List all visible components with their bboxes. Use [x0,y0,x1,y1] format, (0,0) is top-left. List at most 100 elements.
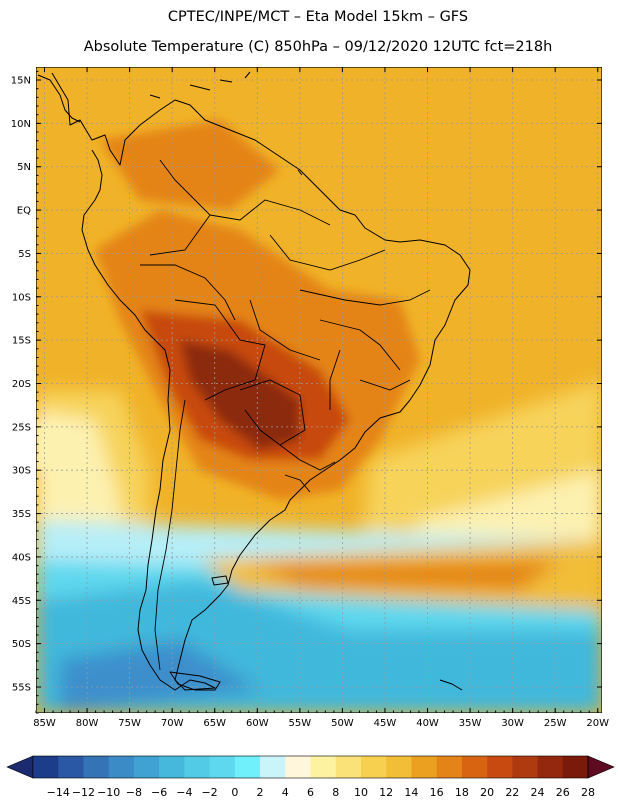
colorbar-swatch [512,756,538,778]
colorbar-swatch [209,756,236,778]
lat-tick-label: 35S [12,509,31,520]
colorbar-swatch [58,756,84,778]
lon-tick-label: 80W [76,718,99,729]
falkland-islands [211,575,229,586]
border-brazil-north [209,199,331,226]
map-panel [36,67,602,713]
lat-tick-label: 40S [12,552,31,563]
colorbar-swatch [335,756,362,778]
colorbar-label: 18 [455,786,469,799]
colorbar-swatch [260,756,286,778]
colorbar-label: 8 [332,786,339,799]
colorbar-label: 20 [480,786,494,799]
lon-tick-label: 40W [416,718,439,729]
lat-tick-label: 15N [11,76,31,87]
lon-tick-label: 45W [374,718,397,729]
longitude-ticks [35,67,599,713]
lon-tick-label: 20W [586,718,609,729]
colorbar-swatch [285,756,311,778]
colorbar-label: 14 [404,786,418,799]
colorbar-swatch [461,756,488,778]
brazil-states [249,234,431,410]
caribbean-islands [149,71,303,176]
colorbar-label: −8 [126,786,142,799]
field-coldest [60,640,260,713]
colorbar-label: −2 [201,786,217,799]
lat-tick-label: 15S [12,336,31,347]
south-georgia [439,679,463,691]
lon-tick-label: 75W [118,718,141,729]
lon-tick-label: 35W [459,718,482,729]
colorbar-label: 24 [531,786,545,799]
field-hot-north [100,120,280,210]
colorbar-label: 2 [257,786,264,799]
latitude-axis: 15N 10N 5N EQ 5S 10S 15S 20S 25S 30S 35S 40S 45S 50S 5… [11,76,31,694]
central-america-outline [37,74,81,123]
lat-tick-label: 10N [11,119,31,130]
title-line-2: Absolute Temperature (C) 850hPa – 09/12/… [84,39,553,55]
colorbar-swatch [159,756,185,778]
field-hot-tongue [250,560,560,590]
border-argentina-chile [154,399,186,671]
colorbar-swatch [386,756,412,778]
border-uruguay [284,474,311,493]
colorbar-swatch [360,756,387,778]
lon-tick-label: 25W [544,718,567,729]
colorbar-swatch [184,756,210,778]
colorbar-label: −4 [176,786,192,799]
temperature-field [36,120,602,713]
coastlines [37,71,471,691]
colorbar-swatch [537,756,564,778]
south-america-outline [51,72,471,691]
colorbar-swatch [33,756,59,778]
latitude-ticks [36,70,602,714]
colorbar-swatch [487,756,513,778]
lon-tick-label: 85W [33,718,56,729]
lat-tick-label: 25S [12,422,31,433]
colorbar-swatch [310,756,337,778]
colorbar-label: 4 [282,786,289,799]
lat-lon-grid [36,67,602,713]
border-colombia-venezuela [149,159,211,256]
colorbar-swatch [234,756,261,778]
colorbar-label: −12 [72,786,95,799]
lat-tick-label: 5S [18,249,31,260]
field-coastal-pale [36,420,80,470]
border-argentina-brazil [279,444,336,471]
longitude-axis: 85W 80W 75W 70W 65W 60W 55W 50W 45W 40W 35W 30W 25W 2… [33,718,609,729]
field-extreme [180,340,300,450]
lon-tick-label: 50W [331,718,354,729]
colorbar-swatch [562,756,589,778]
border-bolivia [174,299,266,401]
colorbar-cap-right [587,755,615,779]
colorbar-label: 6 [307,786,314,799]
colorbar-label: 22 [505,786,519,799]
colorbar-label: 12 [379,786,393,799]
lon-tick-label: 55W [289,718,312,729]
colorbar-label: −14 [47,786,70,799]
border-paraguay [239,379,306,446]
colorbar-label: 16 [430,786,444,799]
lon-tick-label: 65W [203,718,226,729]
lon-tick-label: 70W [161,718,184,729]
colorbar-swatch [83,756,109,778]
temperature-colorbar: −14 −12 −10 −8 −6 −4 −2 0 2 4 6 8 10 12 14 16 18 20 22 24 26… [6,755,615,799]
country-borders [140,159,431,671]
colorbar-frame [32,755,589,779]
lat-tick-label: 5N [17,162,31,173]
colorbar-label: 0 [231,786,238,799]
colorbar-swatch [133,756,160,778]
colorbar-swatch [108,756,135,778]
lat-tick-label: 45S [12,596,31,607]
colorbar-swatch [411,756,437,778]
lon-tick-label: 30W [501,718,524,729]
colorbar-cap-left [6,755,34,779]
lat-tick-label: 50S [12,639,31,650]
colorbar-label: −6 [151,786,167,799]
colorbar-label: 28 [581,786,595,799]
colorbar-label: 26 [556,786,570,799]
lat-tick-label: 55S [12,682,31,693]
lon-tick-label: 60W [246,718,269,729]
border-peru-brazil [140,264,236,321]
